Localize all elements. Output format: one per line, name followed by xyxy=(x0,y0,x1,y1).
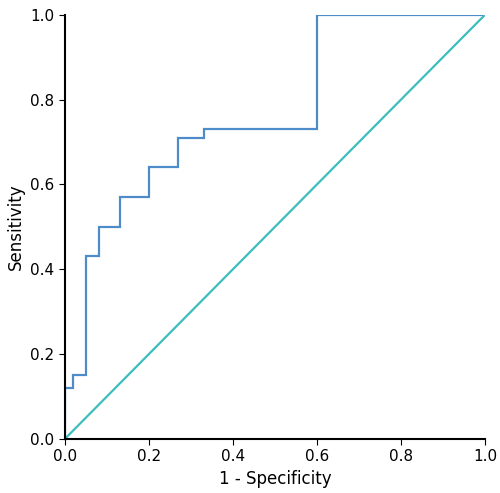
X-axis label: 1 - Specificity: 1 - Specificity xyxy=(218,470,332,488)
Y-axis label: Sensitivity: Sensitivity xyxy=(7,183,25,270)
